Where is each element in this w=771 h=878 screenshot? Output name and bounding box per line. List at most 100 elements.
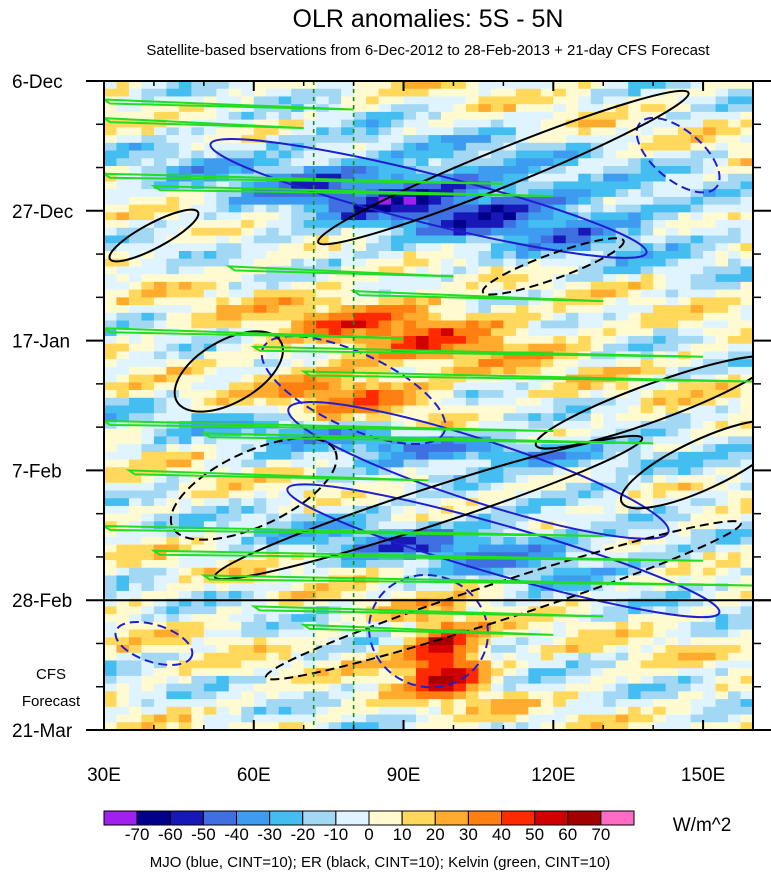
heatmap-cell (565, 397, 579, 407)
heatmap-cell (216, 714, 230, 723)
heatmap-cell (366, 88, 380, 98)
heatmap-cell (253, 567, 267, 577)
heatmap-cell (141, 691, 155, 700)
heatmap-cell (603, 266, 617, 275)
heatmap-cell (590, 127, 604, 136)
heatmap-cell (703, 498, 717, 507)
heatmap-cell (590, 243, 604, 252)
heatmap-cell (703, 305, 717, 314)
heatmap-cell (266, 212, 280, 221)
heatmap-cell (116, 127, 130, 136)
heatmap-cell (203, 529, 217, 538)
heatmap-cell (353, 444, 367, 453)
heatmap-cell (104, 668, 118, 677)
heatmap-cell (253, 505, 267, 515)
heatmap-cell (166, 683, 180, 692)
heatmap-cell (316, 196, 330, 206)
heatmap-cell (728, 135, 742, 144)
heatmap-cell (291, 181, 305, 190)
heatmap-cell (440, 405, 455, 414)
heatmap-cell (703, 104, 717, 113)
heatmap-cell (540, 699, 554, 708)
heatmap-cell (253, 196, 267, 206)
heatmap-cell (603, 675, 617, 685)
heatmap-cell (465, 227, 480, 237)
heatmap-cell (528, 428, 542, 438)
heatmap-cell (528, 544, 542, 553)
heatmap-cell (278, 359, 292, 368)
heatmap-cell (241, 196, 255, 206)
heatmap-cell (253, 119, 267, 128)
heatmap-cell (678, 413, 692, 422)
heatmap-cell (153, 104, 167, 113)
heatmap-cell (141, 351, 155, 360)
heatmap-cell (178, 567, 192, 577)
heatmap-cell (490, 150, 504, 159)
heatmap-cell (104, 529, 118, 538)
heatmap-cell (440, 235, 455, 244)
heatmap-cell (740, 366, 753, 376)
heatmap-cell (216, 382, 230, 391)
heatmap-cell (266, 490, 280, 499)
heatmap-cell (440, 258, 455, 268)
heatmap-cell (665, 560, 679, 569)
heatmap-cell (378, 119, 392, 128)
heatmap-cell (503, 706, 517, 716)
heatmap-cell (540, 544, 554, 553)
heatmap-cell (715, 714, 729, 723)
heatmap-cell (141, 111, 155, 121)
heatmap-cell (416, 266, 430, 275)
heatmap-cell (490, 281, 504, 291)
heatmap-cell (478, 598, 492, 607)
heatmap-cell (104, 467, 118, 476)
heatmap-cell (303, 158, 317, 167)
heatmap-cell (515, 459, 529, 468)
heatmap-cell (440, 683, 455, 692)
heatmap-cell (378, 235, 392, 244)
heatmap-cell (341, 111, 355, 121)
heatmap-cell (665, 699, 679, 708)
heatmap-cell (104, 614, 118, 623)
heatmap-cell (353, 104, 367, 113)
heatmap-cell (478, 104, 492, 113)
heatmap-cell (740, 567, 753, 577)
heatmap-cell (378, 675, 392, 685)
heatmap-cell (316, 706, 330, 716)
heatmap-cell (490, 498, 504, 507)
heatmap-cell (253, 281, 267, 291)
heatmap-cell (403, 590, 417, 600)
heatmap-cell (104, 150, 118, 159)
heatmap-cell (453, 699, 467, 708)
heatmap-cell (728, 598, 742, 607)
heatmap-cell (740, 142, 753, 152)
heatmap-cell (640, 660, 654, 669)
heatmap-cell (241, 444, 255, 453)
heatmap-cell (403, 305, 417, 314)
heatmap-cell (515, 505, 529, 515)
heatmap-cell (278, 382, 292, 391)
heatmap-cell (316, 150, 330, 159)
heatmap-cell (603, 181, 617, 190)
heatmap-cell (440, 606, 455, 615)
heatmap-cell (253, 482, 267, 492)
heatmap-cell (603, 560, 617, 569)
heatmap-cell (128, 258, 143, 268)
heatmap-cell (191, 575, 205, 584)
heatmap-cell (316, 575, 330, 584)
heatmap-cell (341, 335, 355, 345)
heatmap-cell (740, 544, 753, 553)
heatmap-cell (615, 413, 629, 422)
heatmap-cell (128, 189, 143, 198)
heatmap-cell (565, 96, 579, 105)
heatmap-cell (515, 111, 529, 121)
heatmap-cell (528, 513, 542, 522)
heatmap-cell (153, 196, 167, 206)
heatmap-cell (303, 675, 317, 685)
heatmap-cell (615, 560, 629, 569)
heatmap-cell (553, 204, 567, 213)
heatmap-cell (241, 119, 255, 128)
heatmap-cell (253, 351, 267, 360)
heatmap-cell (578, 459, 592, 468)
heatmap-cell (740, 490, 753, 499)
heatmap-cell (465, 490, 480, 499)
